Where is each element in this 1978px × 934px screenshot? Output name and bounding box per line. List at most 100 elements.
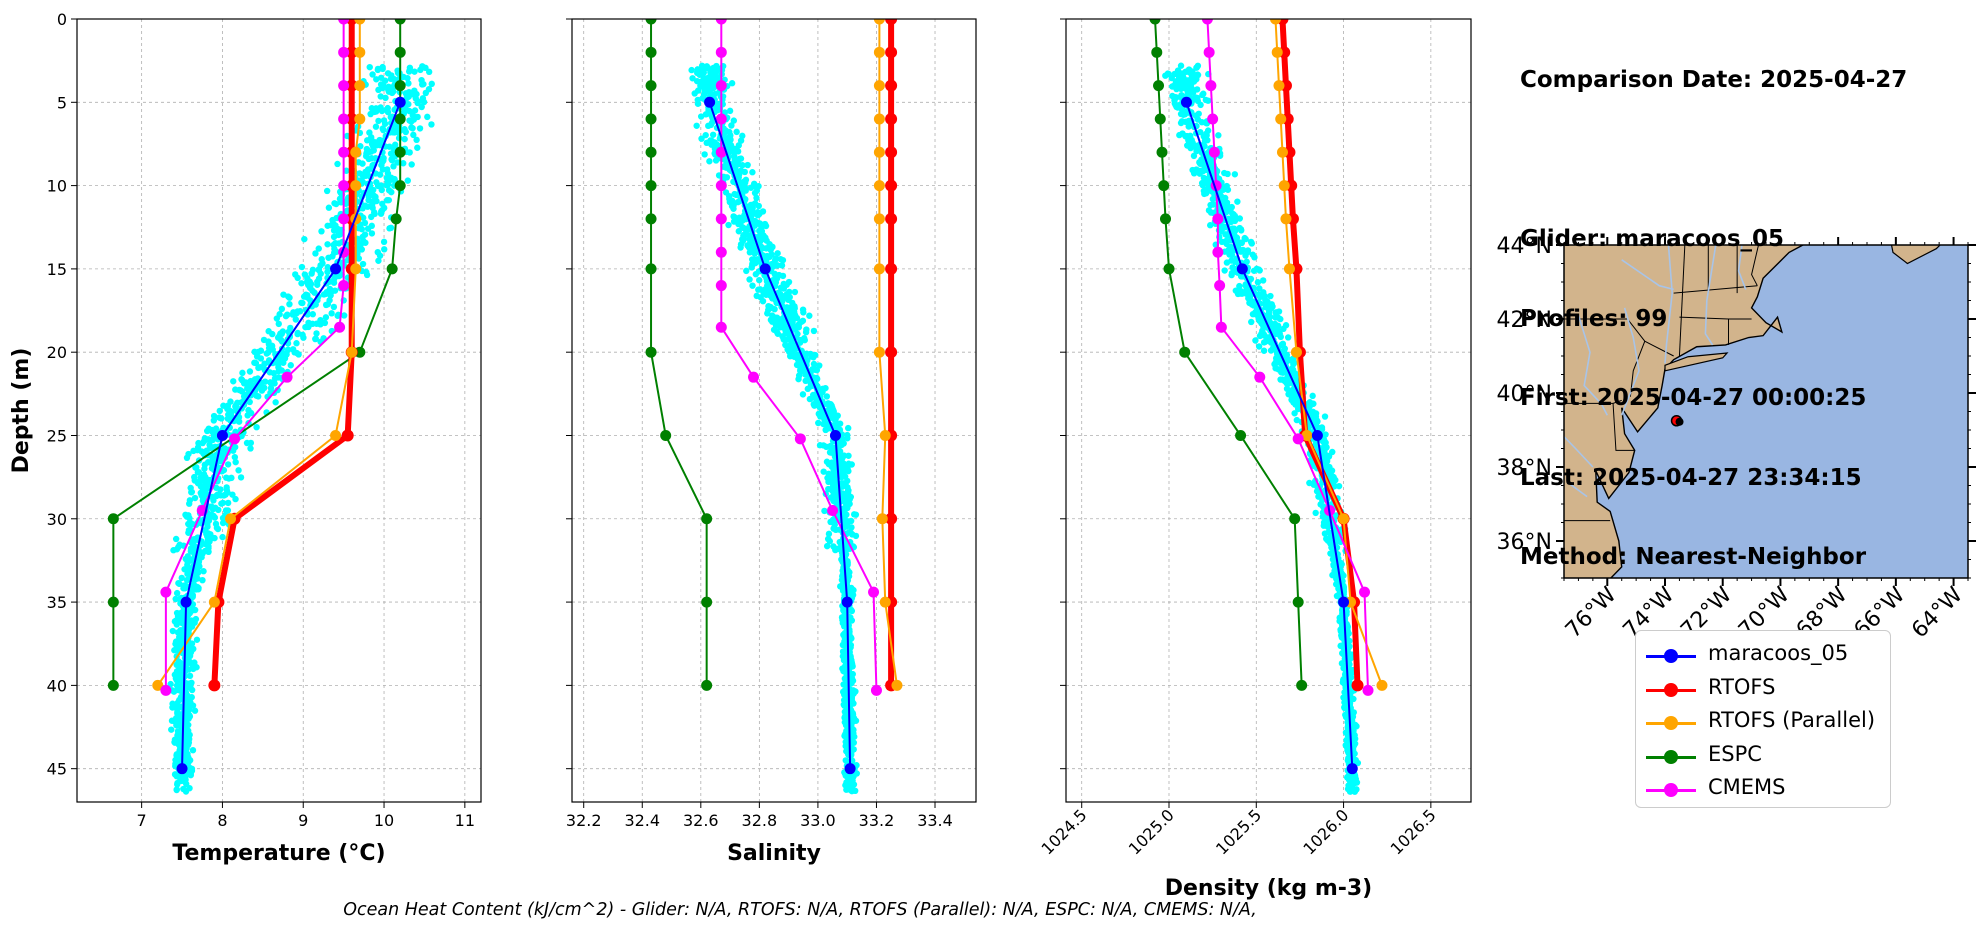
glider-raw-point: [736, 179, 744, 186]
map-lat-label: 40°N: [1497, 382, 1552, 407]
glider-raw-point: [754, 256, 761, 263]
glider-raw-point: [428, 121, 435, 128]
glider-raw-point: [1215, 227, 1223, 234]
glider-raw-point: [1343, 774, 1351, 781]
glider-raw-point: [843, 511, 850, 518]
glider-raw-point: [275, 320, 282, 328]
glider-raw-point: [1164, 70, 1172, 77]
glider-raw-point: [410, 131, 417, 139]
glider-raw-point: [730, 218, 738, 225]
series-point: [645, 146, 657, 158]
glider-raw-point: [418, 103, 425, 111]
series-point: [1149, 19, 1161, 25]
ocean-heat-content-note: Ocean Heat Content (kJ/cm^2) - Glider: N…: [343, 900, 1257, 920]
glider-raw-point: [191, 707, 199, 714]
glider-raw-point: [183, 454, 191, 462]
glider-raw-point: [694, 96, 701, 104]
series-point: [1158, 180, 1170, 192]
glider-raw-point: [185, 526, 193, 534]
legend-label: ESPC: [1708, 741, 1762, 766]
series-line: [112, 19, 402, 686]
glider-raw-point: [843, 493, 850, 501]
glider-raw-point: [361, 219, 369, 227]
glider-raw-point: [194, 569, 201, 577]
glider-raw-point: [395, 134, 403, 142]
series-point: [844, 763, 856, 775]
glider-raw-point: [368, 213, 375, 221]
glider-raw-point: [1344, 742, 1352, 749]
glider-raw-point: [223, 484, 230, 491]
series-point: [107, 513, 119, 525]
glider-raw-point: [834, 421, 842, 428]
glider-raw-point: [820, 420, 827, 428]
glider-raw-point: [697, 113, 705, 120]
glider-raw-point: [173, 642, 181, 649]
glider-raw-point: [848, 659, 855, 666]
glider-raw-point: [414, 99, 421, 107]
glider-raw-point: [263, 350, 270, 357]
glider-raw-point: [791, 288, 799, 296]
glider-raw-point: [406, 149, 413, 156]
glider-raw-point: [363, 137, 371, 144]
glider-raw-point: [187, 548, 195, 555]
x-tick-label: 10: [374, 811, 394, 830]
glider-raw-point: [385, 88, 393, 95]
series-point: [1359, 586, 1371, 598]
map-lon-label: 64°W: [1907, 582, 1968, 643]
legend-label: maracoos_05: [1708, 641, 1849, 665]
glider-raw-point: [293, 340, 300, 347]
glider-raw-point: [365, 196, 372, 204]
glider-raw-point: [188, 617, 195, 624]
series-point: [1160, 213, 1172, 225]
glider-raw-point: [331, 227, 338, 234]
glider-raw-point: [178, 574, 185, 582]
glider-raw-point: [275, 364, 282, 371]
series-point: [354, 46, 366, 58]
glider-raw-point: [749, 169, 756, 176]
series-point: [715, 146, 727, 158]
glider-raw-point: [333, 248, 340, 255]
series-point: [879, 596, 891, 608]
glider-raw-point: [172, 759, 180, 766]
glider-raw-point: [1325, 467, 1333, 475]
glider-raw-point: [424, 113, 431, 121]
glider-raw-point: [219, 519, 227, 527]
glider-raw-point: [374, 248, 381, 256]
series-point: [1212, 246, 1224, 258]
x-tick-label: 8: [217, 811, 227, 830]
glider-raw-point: [1242, 235, 1249, 243]
glider-raw-point: [286, 300, 293, 308]
glider-raw-point: [771, 257, 779, 264]
glider-raw-point: [186, 698, 193, 706]
glider-raw-point: [419, 95, 427, 102]
glider-raw-point: [1291, 410, 1298, 417]
glider-raw-point: [839, 461, 846, 469]
series-espc: [107, 19, 406, 691]
glider-raw-point: [343, 167, 350, 174]
glider-raw-point: [1238, 239, 1245, 247]
series-point: [216, 429, 228, 441]
series-cmems: [160, 19, 350, 696]
glider-raw-point: [757, 222, 765, 229]
glider-raw-point: [760, 232, 767, 239]
glider-raw-point: [1175, 73, 1183, 80]
glider-raw-point: [267, 384, 275, 392]
glider-raw-point: [242, 379, 250, 386]
glider-raw-point: [847, 517, 855, 525]
series-point: [645, 180, 657, 192]
glider-raw-point: [227, 398, 234, 405]
glider-raw-point: [335, 231, 342, 239]
glider-raw-point: [402, 128, 409, 136]
glider-raw-point: [707, 80, 715, 87]
glider-raw-point: [408, 161, 415, 168]
glider-raw-point: [315, 275, 323, 282]
glider-raw-point: [810, 360, 818, 368]
glider-raw-point: [777, 290, 784, 298]
glider-raw-point: [734, 198, 742, 206]
glider-raw-point: [795, 357, 802, 364]
glider-raw-point: [737, 244, 744, 251]
glider-raw-point: [1259, 277, 1267, 284]
series-point: [394, 96, 406, 108]
glider-raw-point: [368, 230, 376, 237]
